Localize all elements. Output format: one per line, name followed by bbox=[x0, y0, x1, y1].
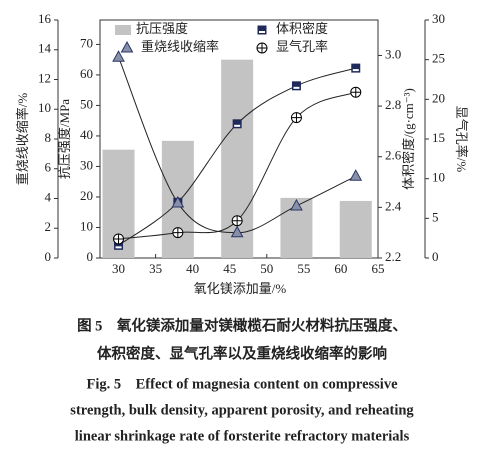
y-tick-label: 0 bbox=[45, 249, 52, 264]
y-axis-label: 体积密度/(g·cm⁻³) bbox=[401, 88, 416, 190]
y-tick-label: 30 bbox=[80, 157, 93, 172]
marker-part bbox=[232, 215, 243, 226]
y-tick-label: 2.2 bbox=[385, 249, 401, 264]
y-tick-label: 2.4 bbox=[385, 198, 402, 213]
marker-circle bbox=[290, 112, 302, 124]
marker-part bbox=[350, 87, 361, 98]
y-tick-label: 20 bbox=[80, 188, 93, 203]
y-tick-label: 60 bbox=[80, 66, 93, 81]
marker-square bbox=[351, 63, 361, 73]
marker-part bbox=[291, 81, 301, 91]
series-line bbox=[118, 91, 356, 240]
x-tick-label: 50 bbox=[260, 261, 273, 276]
x-tick-label: 60 bbox=[334, 261, 347, 276]
series-line bbox=[118, 56, 356, 234]
caption: 体积密度、显气孔率以及重烧线收缩率的影响 bbox=[97, 344, 387, 362]
marker-circle bbox=[256, 42, 268, 54]
legend-label: 抗压强度 bbox=[136, 21, 188, 36]
marker-part bbox=[352, 69, 359, 72]
marker-part bbox=[259, 31, 265, 33]
x-tick-label: 45 bbox=[223, 261, 236, 276]
y-tick-label: 30 bbox=[432, 11, 445, 26]
marker-part bbox=[113, 233, 124, 244]
y-tick-label: 6 bbox=[45, 160, 52, 175]
y-tick-label: 70 bbox=[80, 35, 93, 50]
marker-circle bbox=[113, 233, 125, 245]
bar bbox=[339, 200, 372, 258]
marker-triangle bbox=[349, 169, 363, 181]
y-tick-label: 2.8 bbox=[385, 97, 401, 112]
y-tick-label: 0 bbox=[432, 249, 439, 264]
marker-circle bbox=[231, 215, 243, 227]
marker-part bbox=[257, 25, 267, 35]
y-axis-label: 抗压强度/MPa bbox=[57, 99, 72, 179]
y-tick-label: 16 bbox=[38, 11, 52, 26]
x-tick-label: 35 bbox=[149, 261, 162, 276]
y-tick-label: 10 bbox=[38, 100, 51, 115]
y-tick-label: 20 bbox=[432, 90, 445, 105]
marker-part bbox=[234, 124, 241, 127]
caption: Fig. 5 Effect of magnesia content on com… bbox=[86, 376, 398, 392]
y-tick-label: 10 bbox=[432, 170, 445, 185]
marker-part bbox=[291, 112, 302, 123]
caption: 图 5 氧化镁添加量对镁橄榄石耐火材料抗压强度、 bbox=[77, 316, 407, 334]
y-tick-label: 25 bbox=[432, 51, 445, 66]
marker-triangle bbox=[230, 225, 244, 238]
marker-circle bbox=[350, 86, 362, 98]
marker-part bbox=[115, 246, 122, 249]
marker-part bbox=[257, 43, 267, 53]
y-tick-label: 4 bbox=[45, 189, 52, 204]
marker-square bbox=[257, 25, 267, 35]
legend-swatch bbox=[115, 25, 131, 35]
y-tick-label: 2 bbox=[45, 219, 52, 234]
x-tick-label: 30 bbox=[112, 261, 125, 276]
y-axis-label: 重烧线收缩率/% bbox=[15, 93, 30, 186]
marker-circle bbox=[172, 227, 184, 239]
marker-part bbox=[351, 63, 361, 73]
legend-label: 重烧线收缩率 bbox=[141, 39, 219, 54]
y-tick-label: 2.6 bbox=[385, 148, 402, 163]
y-tick-label: 40 bbox=[80, 127, 93, 142]
y-tick-label: 3.0 bbox=[385, 46, 401, 61]
y-axis-label: 显气孔率/% bbox=[454, 106, 469, 173]
y-tick-label: 0 bbox=[87, 249, 94, 264]
marker-triangle bbox=[120, 40, 134, 53]
caption: strength, bulk density, apparent porosit… bbox=[70, 402, 414, 418]
x-axis-label: 氧化镁添加量/% bbox=[194, 281, 287, 296]
y-tick-label: 5 bbox=[432, 209, 439, 224]
marker-triangle bbox=[112, 50, 125, 62]
y-tick-label: 15 bbox=[432, 130, 445, 145]
x-tick-label: 55 bbox=[297, 261, 310, 276]
marker-triangle bbox=[290, 198, 303, 211]
marker-part bbox=[172, 227, 183, 238]
y-tick-label: 8 bbox=[45, 130, 52, 145]
marker-part bbox=[293, 86, 300, 89]
x-tick-label: 40 bbox=[186, 261, 199, 276]
marker-square bbox=[291, 81, 301, 91]
y-tick-label: 14 bbox=[38, 41, 52, 56]
caption: linear shrinkage rate of forsterite refr… bbox=[75, 428, 410, 444]
marker-part bbox=[232, 119, 242, 129]
legend-label: 显气孔率 bbox=[276, 39, 328, 54]
legend-label: 体积密度 bbox=[276, 21, 328, 36]
y-tick-label: 12 bbox=[38, 70, 51, 85]
marker-triangle bbox=[171, 195, 185, 208]
y-tick-label: 50 bbox=[80, 96, 93, 111]
marker-square bbox=[232, 119, 242, 129]
y-tick-label: 10 bbox=[80, 218, 93, 233]
x-tick-label: 65 bbox=[372, 261, 385, 276]
